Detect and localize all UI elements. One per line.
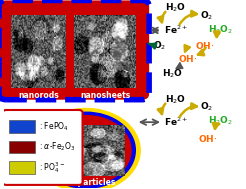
Text: nanosheets: nanosheets — [80, 91, 130, 100]
Text: : FePO$_4$: : FePO$_4$ — [39, 120, 69, 132]
Circle shape — [37, 112, 135, 188]
Text: Fe$^{2+}$: Fe$^{2+}$ — [164, 116, 188, 128]
Text: O$_2$: O$_2$ — [200, 101, 213, 113]
Text: OH$\cdot$: OH$\cdot$ — [198, 132, 217, 144]
FancyBboxPatch shape — [9, 161, 35, 174]
Text: H$_2$O: H$_2$O — [165, 2, 186, 14]
Text: nanorods: nanorods — [18, 91, 59, 100]
FancyBboxPatch shape — [9, 120, 35, 133]
Text: H$_2$O: H$_2$O — [162, 67, 184, 80]
Circle shape — [41, 116, 131, 185]
Text: : $\alpha$-Fe$_2$O$_3$: : $\alpha$-Fe$_2$O$_3$ — [39, 141, 76, 153]
FancyBboxPatch shape — [3, 110, 82, 185]
Text: nanoparticles: nanoparticles — [57, 178, 116, 187]
Text: OH$\cdot$: OH$\cdot$ — [195, 40, 214, 51]
Text: O$_2$: O$_2$ — [200, 9, 213, 22]
Text: H$_2$O$_2$: H$_2$O$_2$ — [208, 23, 233, 36]
Circle shape — [32, 108, 140, 189]
Text: H$_2$O$_2$: H$_2$O$_2$ — [208, 115, 233, 127]
FancyBboxPatch shape — [0, 0, 149, 100]
FancyBboxPatch shape — [9, 141, 35, 153]
Text: : PO$_4^{3-}$: : PO$_4^{3-}$ — [39, 160, 65, 175]
Text: OH$\cdot$: OH$\cdot$ — [178, 53, 197, 64]
Text: H$_2$O: H$_2$O — [165, 93, 186, 106]
Text: O$_2$: O$_2$ — [153, 39, 166, 52]
Text: Fe$^{2+}$: Fe$^{2+}$ — [164, 23, 188, 36]
